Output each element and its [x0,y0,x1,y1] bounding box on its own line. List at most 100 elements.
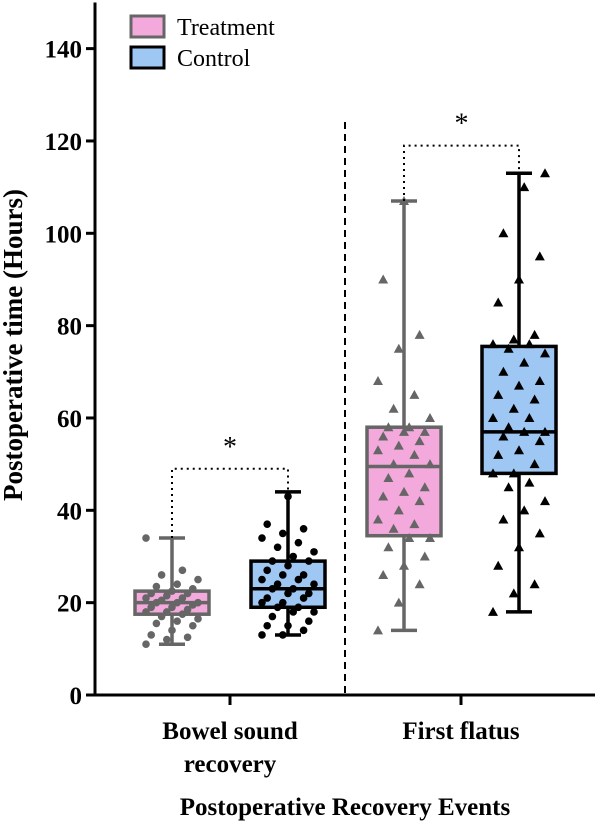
data-point [268,585,277,593]
data-point [498,514,509,524]
data-point [414,496,425,506]
box-treatment-2 [365,195,443,635]
x-tick-label: recovery [184,751,277,778]
data-point [258,575,266,584]
data-point [393,505,404,515]
data-point [488,339,498,349]
data-point [273,543,282,552]
legend-item-control: Control [129,45,251,72]
data-point [488,468,498,478]
data-point [399,426,409,436]
y-tick-label: 40 [57,498,82,525]
data-point [258,534,266,542]
data-point [183,633,192,642]
box-control-2 [480,168,558,616]
data-point [493,297,504,307]
data-point [194,575,202,584]
data-point [493,449,504,459]
data-point [414,436,425,446]
data-point [514,445,524,455]
data-point [168,603,176,612]
data-point [519,182,530,192]
x-tick-label: Bowel sound [162,718,298,745]
data-point [299,594,308,602]
data-point [529,329,540,339]
data-point [534,251,545,261]
data-point [388,459,399,469]
data-point [373,514,383,524]
data-point [414,579,425,589]
y-tick-label: 0 [70,683,83,710]
data-point [503,482,514,492]
data-point [152,619,161,628]
data-point [178,566,187,575]
legend-label: Treatment [177,15,275,41]
data-point [294,603,303,612]
data-point [388,403,399,413]
box-treatment-1 [133,534,211,649]
data-point [173,580,181,588]
data-point [493,560,504,570]
x-axis-title: Postoperative Recovery Events [180,794,511,821]
data-point [183,589,192,598]
data-point [425,459,435,469]
data-point [194,598,202,607]
data-point [163,608,171,616]
significance-star: * [455,109,469,140]
data-point [534,376,545,386]
data-point [540,348,550,358]
data-point [514,542,524,552]
data-point [173,598,181,607]
data-point [157,596,166,605]
significance-layer: ** [171,109,520,539]
data-point [508,588,519,598]
data-point [378,431,389,441]
data-point [383,422,394,432]
data-point [508,468,519,478]
data-point [373,376,383,386]
data-point [263,594,272,602]
data-point [168,626,176,635]
data-point [263,621,272,630]
data-point [399,486,409,496]
data-point [404,422,415,432]
data-point [299,571,308,579]
y-axis: 0 20 40 60 80 100 120 140 [45,2,97,710]
data-point [540,496,550,506]
data-point [409,389,420,399]
y-axis-title: Postoperative time (Hours) [0,189,28,501]
data-point [189,621,197,630]
data-point [425,533,435,543]
data-point [310,580,318,588]
data-point [409,449,420,459]
data-point [503,343,514,353]
data-point [493,389,504,399]
data-point [279,598,287,607]
data-point [524,339,535,349]
x-axis: Bowel sound recovery First flatus [93,693,595,778]
data-point [378,491,389,501]
data-point [383,542,394,552]
data-point [305,617,313,625]
significance-bracket [403,144,520,201]
data-point [503,422,514,432]
data-point [284,589,292,598]
data-point [310,548,318,556]
data-point [268,612,277,621]
data-point [142,640,150,649]
data-point [419,426,430,436]
data-point [258,631,266,639]
data-point [294,538,303,547]
data-point [524,477,535,487]
data-point [305,557,313,565]
data-point [519,357,530,367]
data-point [524,412,535,422]
data-point [409,519,420,529]
data-point [529,459,540,469]
iqr-box [480,344,558,476]
data-point [404,533,415,543]
data-point [534,436,545,446]
legend-item-treatment: Treatment [129,14,275,41]
x-tick-label: First flatus [402,718,520,745]
